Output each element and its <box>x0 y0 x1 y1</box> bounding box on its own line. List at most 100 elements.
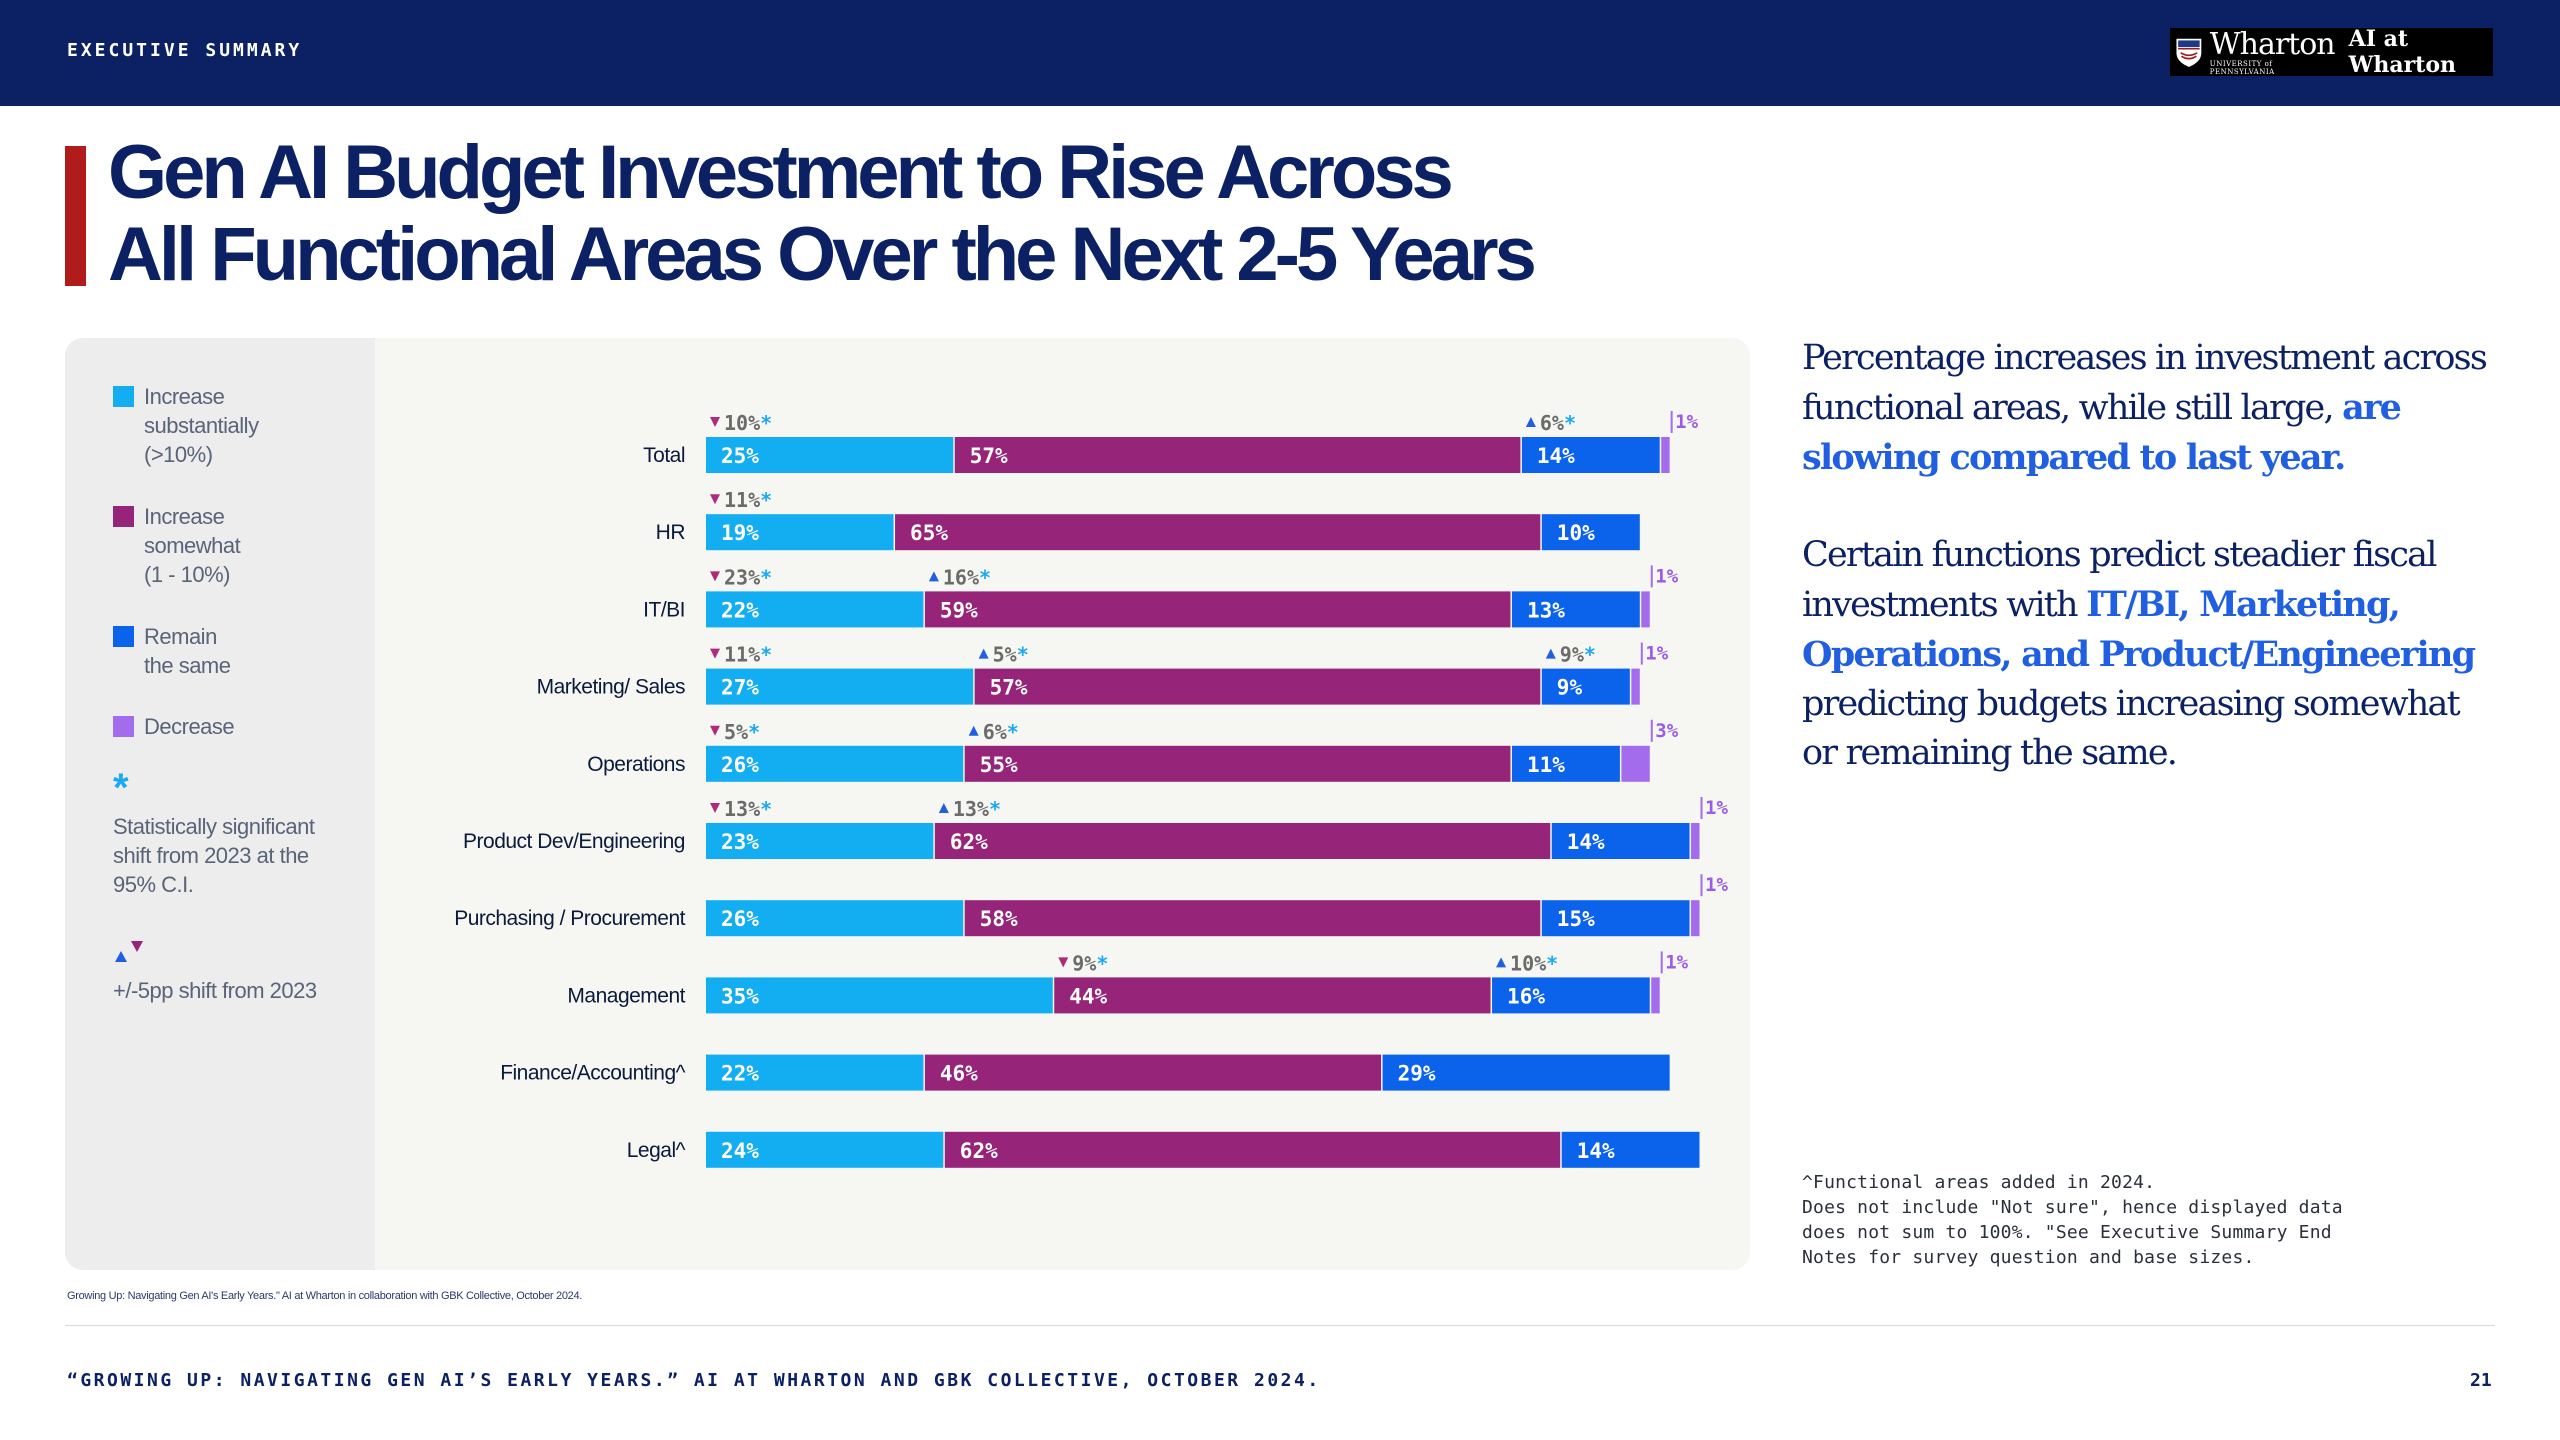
significance-note: Statistically significant shift from 202… <box>113 814 315 897</box>
shift-up-arrow-icon <box>1545 648 1556 659</box>
category-label: HR <box>656 521 686 544</box>
bar-value-label: 10% <box>1557 521 1595 545</box>
bar-segment <box>964 900 1541 937</box>
significance-star-icon: * <box>1007 720 1019 744</box>
significance-star-icon: * <box>760 643 772 667</box>
shift-note: +/-5pp shift from 2023 <box>113 978 317 1003</box>
decrease-value-label: 1% <box>1645 643 1668 665</box>
section-label: EXECUTIVE SUMMARY <box>67 40 303 61</box>
bar-segment <box>924 1054 1382 1091</box>
decrease-tick <box>1640 642 1643 665</box>
bar-value-label: 55% <box>980 753 1018 777</box>
shift-down-arrow-icon <box>710 648 720 659</box>
bar-value-label: 9% <box>1557 676 1583 700</box>
shift-value-label: 6%* <box>1540 411 1576 435</box>
bar-segment <box>1551 823 1690 859</box>
bar-segment <box>934 823 1551 859</box>
bar-value-label: 16% <box>1507 984 1545 1008</box>
stacked-bar-chart: Total 25% 57% 14% 1% HR 19% 65% 10% IT/BI 22% 59% 13… <box>454 411 1728 1168</box>
logo-main-text: Wharton <box>2209 26 2336 62</box>
bar-segment <box>706 668 974 705</box>
shift-up-arrow-icon <box>978 648 989 659</box>
footnote: ^Functional areas added in 2024. Does no… <box>1802 1172 2343 1268</box>
shift-value-label: 13%* <box>724 797 772 821</box>
bar-segment <box>954 437 1521 473</box>
decrease-value-label: 1% <box>1675 411 1698 433</box>
bar-segment <box>706 1131 944 1168</box>
category-label: Purchasing / Procurement <box>454 907 685 930</box>
bar-segment <box>1382 1054 1670 1091</box>
shift-value-label: 16%* <box>943 565 991 589</box>
footer-source: “GROWING UP: NAVIGATING GEN AI’S EARLY Y… <box>67 1370 1321 1391</box>
bar-value-label: 62% <box>950 830 988 854</box>
significance-star-icon: * <box>113 766 129 810</box>
significance-star-icon: * <box>1584 643 1596 667</box>
bar-segment <box>1631 668 1640 705</box>
bar-segment <box>1621 745 1650 782</box>
decrease-tick <box>1700 874 1703 897</box>
bar-value-label: 23% <box>721 830 759 854</box>
bar-value-label: 14% <box>1577 1139 1615 1163</box>
legend-swatch <box>113 626 134 647</box>
chart-legend: Increase substantially (>10%) Increase s… <box>65 338 375 1270</box>
bar-segment <box>1691 900 1700 937</box>
shift-value-label: 5%* <box>993 643 1029 667</box>
significance-star-icon: * <box>748 720 760 744</box>
shift-value-label: 5%* <box>724 720 760 744</box>
decrease-value-label: 1% <box>1655 565 1678 587</box>
significance-star-icon: * <box>1546 951 1558 975</box>
bar-value-label: 25% <box>721 444 759 468</box>
page-number: 21 <box>2470 1370 2492 1391</box>
legend-swatch <box>113 716 134 737</box>
bar-segment <box>1492 977 1650 1014</box>
significance-star-icon: * <box>1096 951 1108 975</box>
bar-value-label: 35% <box>721 984 759 1008</box>
shift-value-label: 11%* <box>724 488 772 512</box>
bar-segment <box>706 591 924 628</box>
page-title: Gen AI Budget Investment to Rise Across … <box>108 130 1537 297</box>
legend-item-increase-substantially: Increase substantially (>10%) <box>113 382 259 469</box>
title-line-1: Gen AI Budget Investment to Rise Across <box>108 130 1454 215</box>
decrease-tick <box>1670 411 1673 433</box>
shift-up-arrow-icon <box>938 803 949 813</box>
category-label: Product Dev/Engineering <box>463 830 685 853</box>
bar-value-label: 24% <box>721 1139 759 1163</box>
legend-swatch <box>113 386 134 407</box>
title-line-2: All Functional Areas Over the Next 2-5 Y… <box>108 212 1537 297</box>
bar-segment <box>1541 668 1630 705</box>
significance-star-icon: * <box>760 565 772 589</box>
bar-segment <box>1511 745 1620 782</box>
bar-value-label: 27% <box>721 676 759 700</box>
legend-item-remain-same: Remain the same <box>113 622 231 680</box>
shift-down-arrow-icon <box>710 803 720 813</box>
bar-segment <box>706 437 954 473</box>
significance-star-icon: * <box>760 797 772 821</box>
bar-segment <box>964 745 1511 782</box>
penn-shield-icon <box>2176 38 2202 67</box>
bar-value-label: 65% <box>910 521 948 545</box>
significance-star-icon: * <box>1017 643 1029 667</box>
decrease-value-label: 1% <box>1665 951 1688 973</box>
bar-segment <box>1541 900 1690 937</box>
shift-value-label: 10%* <box>724 411 772 435</box>
bar-segment <box>1661 437 1670 473</box>
legend-swatch <box>113 506 134 527</box>
bar-value-label: 19% <box>721 521 759 545</box>
legend-item-increase-somewhat: Increase somewhat (1 - 10%) <box>113 502 241 589</box>
shift-up-arrow-icon <box>968 725 979 736</box>
bar-segment <box>1641 591 1650 628</box>
bar-value-label: 26% <box>721 753 759 777</box>
shift-value-label: 9%* <box>1072 951 1108 975</box>
bar-value-label: 29% <box>1398 1062 1436 1086</box>
decrease-value-label: 3% <box>1655 720 1678 742</box>
shift-value-label: 11%* <box>724 643 772 667</box>
bar-value-label: 26% <box>721 907 759 931</box>
category-label: Finance/Accounting^ <box>500 1062 685 1085</box>
shift-down-arrow-icon <box>1058 957 1069 968</box>
bar-segment <box>706 514 894 551</box>
wharton-logo: Wharton UNIVERSITY of PENNSYLVANIA AI at… <box>2170 26 2493 78</box>
category-label: Management <box>567 984 685 1007</box>
bar-value-label: 57% <box>970 444 1008 468</box>
bar-value-label: 14% <box>1567 830 1605 854</box>
bar-value-label: 59% <box>940 598 978 622</box>
